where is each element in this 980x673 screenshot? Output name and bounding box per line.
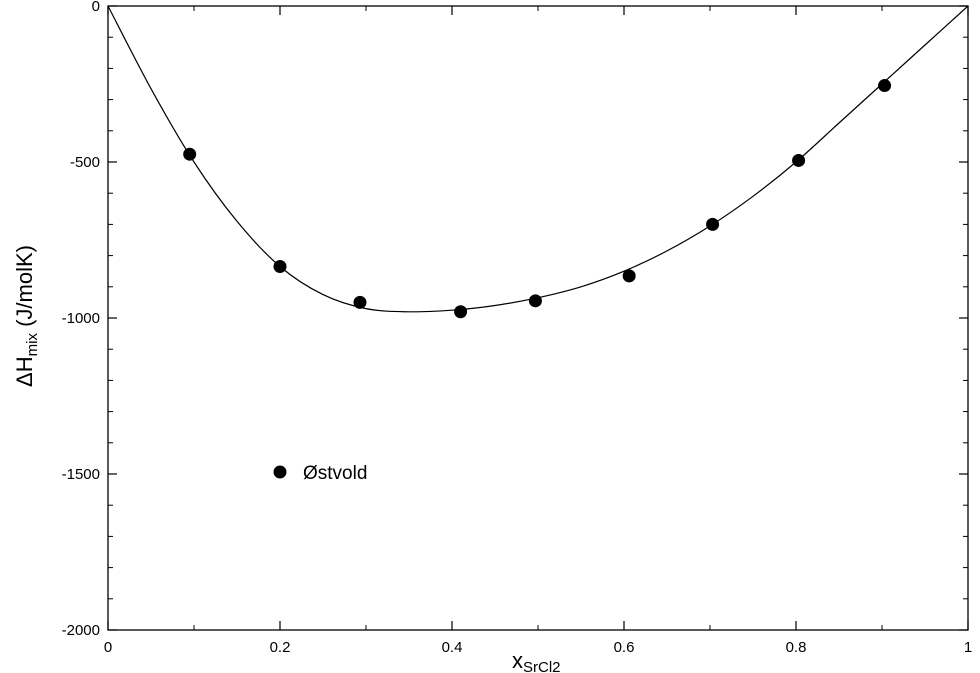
legend-label: Østvold xyxy=(303,463,367,484)
data-point xyxy=(353,295,367,309)
x-tick-label: 0.8 xyxy=(786,639,807,656)
y-tick-label: -1000 xyxy=(62,310,100,327)
data-point xyxy=(878,79,892,93)
x-axis-title: xSrCl2 xyxy=(512,648,561,673)
y-tick-label: 0 xyxy=(92,0,100,15)
data-point xyxy=(183,147,197,161)
legend: Østvold xyxy=(273,463,367,484)
x-tick-label: 0 xyxy=(104,639,112,656)
fit-curve-line xyxy=(107,5,969,313)
y-axis-title: ΔHmix (J/molK) xyxy=(12,245,41,387)
x-tick-label: 1 xyxy=(964,639,972,656)
y-axis-ticks: 0 -500 -1000 -1500 -2000 xyxy=(62,0,968,639)
data-point xyxy=(454,305,468,319)
x-tick-label: 0.6 xyxy=(614,639,635,656)
plot-border xyxy=(107,5,969,631)
legend-marker xyxy=(273,465,287,479)
data-point xyxy=(273,260,287,274)
plot-frame xyxy=(107,5,969,631)
fit-curve xyxy=(107,5,969,313)
data-point xyxy=(622,269,636,283)
x-tick-label: 0.4 xyxy=(442,639,463,656)
data-point xyxy=(706,217,720,231)
data-points xyxy=(183,79,892,319)
data-point xyxy=(792,153,806,167)
y-tick-label: -2000 xyxy=(62,622,100,639)
x-axis-ticks: 0 0.2 0.4 0.6 0.8 1 xyxy=(104,6,972,656)
y-tick-label: -1500 xyxy=(62,466,100,483)
data-point xyxy=(528,294,542,308)
x-tick-label: 0.2 xyxy=(270,639,291,656)
y-tick-label: -500 xyxy=(70,154,100,171)
